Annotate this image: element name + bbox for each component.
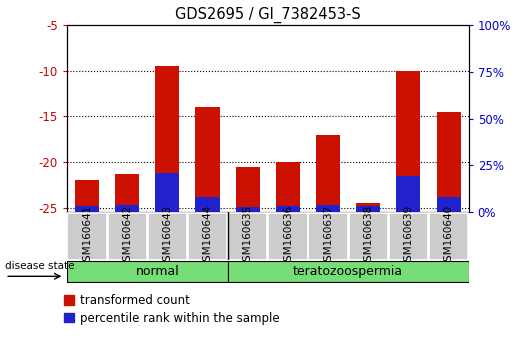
Bar xyxy=(276,206,300,212)
Text: teratozoospermia: teratozoospermia xyxy=(293,265,403,278)
Text: disease state: disease state xyxy=(5,261,75,271)
Text: GSM160640: GSM160640 xyxy=(443,205,454,268)
FancyBboxPatch shape xyxy=(429,213,468,260)
Bar xyxy=(356,203,380,212)
Bar xyxy=(156,173,179,212)
Bar xyxy=(115,174,139,212)
FancyBboxPatch shape xyxy=(349,213,388,260)
Bar xyxy=(437,197,460,212)
Bar xyxy=(75,181,99,212)
Bar xyxy=(397,70,420,212)
FancyBboxPatch shape xyxy=(188,213,227,260)
Bar xyxy=(196,197,219,212)
FancyBboxPatch shape xyxy=(228,261,469,282)
Bar xyxy=(316,205,340,212)
Bar xyxy=(397,176,420,212)
FancyBboxPatch shape xyxy=(228,213,267,260)
Bar xyxy=(316,135,340,212)
Bar xyxy=(115,205,139,212)
Bar xyxy=(156,66,179,212)
FancyBboxPatch shape xyxy=(148,213,187,260)
Text: GSM160635: GSM160635 xyxy=(243,205,253,268)
Bar xyxy=(276,162,300,212)
Text: GSM160642: GSM160642 xyxy=(122,205,132,268)
Bar xyxy=(196,107,219,212)
Bar xyxy=(236,167,260,212)
Bar xyxy=(356,206,380,212)
FancyBboxPatch shape xyxy=(389,213,428,260)
Text: GSM160637: GSM160637 xyxy=(323,205,333,268)
Bar xyxy=(437,112,460,212)
FancyBboxPatch shape xyxy=(108,213,147,260)
Text: GSM160643: GSM160643 xyxy=(162,205,173,268)
FancyBboxPatch shape xyxy=(268,213,307,260)
FancyBboxPatch shape xyxy=(67,213,107,260)
Text: GSM160636: GSM160636 xyxy=(283,205,293,268)
Text: GSM160638: GSM160638 xyxy=(363,205,373,268)
FancyBboxPatch shape xyxy=(67,261,228,282)
Text: GSM160644: GSM160644 xyxy=(202,205,213,268)
Bar xyxy=(236,207,260,212)
FancyBboxPatch shape xyxy=(308,213,348,260)
Text: GSM160639: GSM160639 xyxy=(403,205,414,268)
Text: GSM160641: GSM160641 xyxy=(82,205,92,268)
Bar xyxy=(75,206,99,212)
Text: normal: normal xyxy=(135,265,179,278)
Legend: transformed count, percentile rank within the sample: transformed count, percentile rank withi… xyxy=(62,293,281,326)
Title: GDS2695 / GI_7382453-S: GDS2695 / GI_7382453-S xyxy=(175,7,360,23)
